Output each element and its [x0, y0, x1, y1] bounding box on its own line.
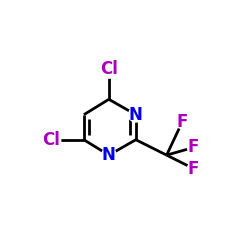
- Text: Cl: Cl: [100, 60, 118, 78]
- Text: F: F: [188, 160, 199, 178]
- Text: Cl: Cl: [42, 131, 60, 149]
- Circle shape: [102, 148, 116, 162]
- Text: F: F: [188, 138, 199, 156]
- Text: F: F: [176, 114, 188, 132]
- Circle shape: [188, 162, 200, 175]
- Text: N: N: [102, 146, 116, 164]
- Circle shape: [128, 108, 143, 122]
- Circle shape: [42, 130, 61, 149]
- Text: N: N: [129, 106, 143, 124]
- Circle shape: [176, 116, 188, 128]
- Circle shape: [188, 141, 200, 154]
- Circle shape: [99, 59, 118, 78]
